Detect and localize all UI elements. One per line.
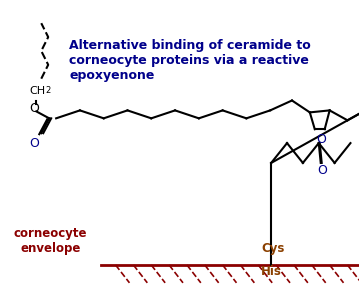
Text: Cys: Cys [261,242,284,255]
Text: O: O [317,164,327,177]
Text: His: His [261,265,282,278]
Text: O: O [29,102,39,115]
Text: 2: 2 [45,86,51,95]
Text: corneocyte
envelope: corneocyte envelope [13,227,87,255]
Text: O: O [316,133,326,146]
Text: CH: CH [29,86,45,95]
Text: O: O [29,137,39,150]
Text: Alternative binding of ceramide to
corneocyte proteins via a reactive
epoxyenone: Alternative binding of ceramide to corne… [69,39,311,82]
